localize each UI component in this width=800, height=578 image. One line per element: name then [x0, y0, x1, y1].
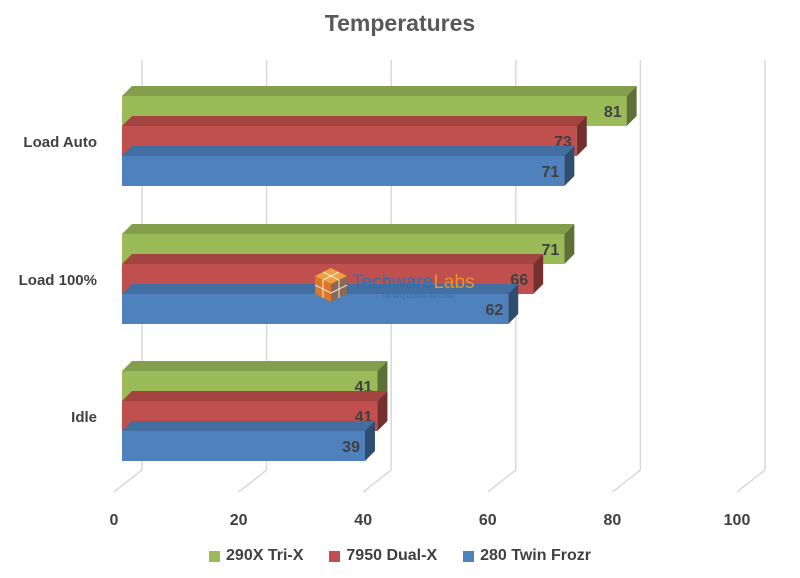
watermark-name-part2: Labs	[433, 272, 475, 293]
bar-side-face	[564, 146, 575, 186]
bar-top-face	[122, 254, 544, 264]
legend-item: 7950 Dual-X	[329, 547, 437, 565]
x-tick-label: 100	[724, 512, 751, 529]
bar-side-face	[533, 254, 544, 294]
bar-top-face	[122, 116, 587, 126]
bar-top-face	[122, 146, 575, 156]
watermark-name-part1: Techware	[352, 272, 434, 293]
gridline-floor	[487, 469, 517, 493]
watermark-logo: TechwareLabs Thinking Outside the Cube	[312, 266, 502, 310]
x-tick-label: 20	[230, 512, 248, 529]
gridline-floor	[113, 469, 143, 493]
data-label: 71	[542, 242, 560, 259]
bar	[122, 156, 565, 186]
legend-label: 290X Tri-X	[226, 547, 304, 564]
legend: 290X Tri-X 7950 Dual-X 280 Twin Frozr	[0, 547, 800, 565]
x-tick-label: 0	[110, 512, 119, 529]
cube-logo-icon	[314, 268, 348, 302]
bar-side-face	[564, 224, 575, 264]
data-label: 39	[342, 439, 360, 456]
x-tick-label: 80	[604, 512, 622, 529]
category-label: Load 100%	[19, 272, 97, 289]
legend-item: 290X Tri-X	[209, 547, 303, 565]
bar-side-face	[364, 421, 375, 461]
watermark-tagline: Thinking Outside the Cube	[382, 294, 454, 300]
legend-swatch	[329, 550, 341, 562]
gridline-floor	[611, 469, 641, 493]
bar-top-face	[122, 391, 388, 401]
legend-label: 7950 Dual-X	[346, 547, 438, 564]
bar-top-face	[122, 421, 375, 431]
data-label: 71	[542, 164, 560, 181]
legend-swatch	[209, 550, 221, 562]
chart-title: Temperatures	[324, 10, 476, 36]
gridline-floor	[238, 469, 268, 493]
category-label: Load Auto	[23, 134, 97, 151]
data-label: 62	[485, 302, 503, 319]
legend-label: 280 Twin Frozr	[480, 547, 591, 564]
bar-side-face	[508, 284, 519, 324]
bar	[122, 294, 509, 324]
bar-side-face	[377, 391, 388, 431]
x-tick-label: 40	[354, 512, 372, 529]
bar	[122, 431, 365, 461]
gridline-floor	[362, 469, 392, 493]
legend-swatch	[463, 550, 475, 562]
category-label: Idle	[71, 409, 97, 426]
bar-top-face	[122, 361, 388, 371]
gridline-floor	[736, 469, 766, 493]
data-label: 81	[604, 104, 622, 121]
watermark-name: TechwareLabs	[352, 272, 475, 294]
bar-side-face	[626, 86, 637, 126]
bar-top-face	[122, 86, 637, 96]
bar-top-face	[122, 224, 575, 234]
bar-side-face	[576, 116, 587, 156]
legend-item: 280 Twin Frozr	[463, 547, 591, 565]
x-tick-label: 60	[479, 512, 497, 529]
